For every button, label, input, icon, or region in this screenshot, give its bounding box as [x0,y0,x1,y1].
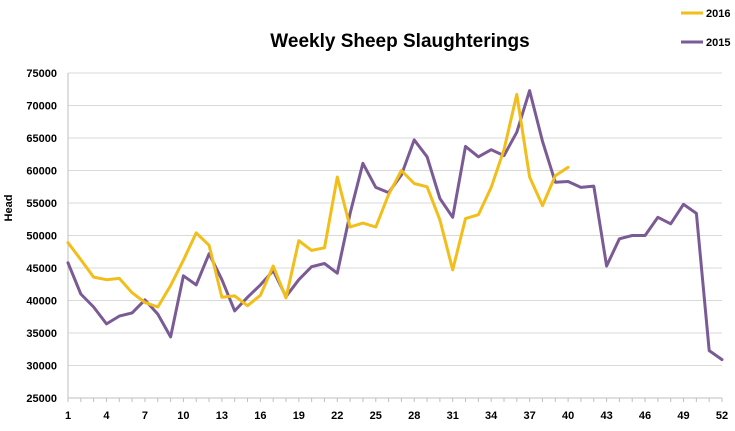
x-tick-label: 4 [103,410,110,422]
legend-label-2015: 2015 [706,37,730,49]
x-tick-label: 52 [716,410,728,422]
series-line-2016 [66,92,570,309]
x-tick-label: 31 [447,410,459,422]
y-tick-label: 50000 [26,231,57,243]
y-tick-label: 55000 [26,198,57,210]
series-lines [66,89,724,362]
x-tick-label: 34 [485,410,498,422]
x-tick-label: 46 [639,410,651,422]
y-tick-label: 75000 [26,68,57,80]
x-tick-label: 13 [216,410,228,422]
x-tick-label: 10 [177,410,189,422]
y-tick-label: 40000 [26,296,57,308]
legend: 2016 2015 [681,8,730,49]
y-tick-label: 45000 [26,263,57,275]
x-tick-label: 22 [331,410,343,422]
y-tick-label: 25000 [26,393,57,405]
y-tick-label: 35000 [26,328,57,340]
y-axis-label: Head [3,195,15,222]
x-tick-label: 40 [562,410,574,422]
x-tick-label: 16 [254,410,266,422]
x-tick-label: 19 [293,410,305,422]
x-tick-label: 37 [524,410,536,422]
gridlines [68,72,722,366]
x-tick-label: 1 [65,410,71,422]
y-tick-label: 65000 [26,133,57,145]
legend-label-2016: 2016 [706,8,730,20]
x-tick-label: 25 [370,410,382,422]
x-tick-label: 7 [142,410,148,422]
y-tick-label: 60000 [26,166,57,178]
series-line-2015 [66,89,724,362]
y-tick-label: 30000 [26,361,57,373]
y-tick-label: 70000 [26,101,57,113]
x-tick-label: 49 [677,410,689,422]
chart-title: Weekly Sheep Slaughterings [270,31,529,52]
axes: 25000 30000 35000 40000 45000 50000 55000 60000… [26,68,728,422]
x-tick-label: 28 [408,410,420,422]
x-tick-label: 43 [600,410,612,422]
